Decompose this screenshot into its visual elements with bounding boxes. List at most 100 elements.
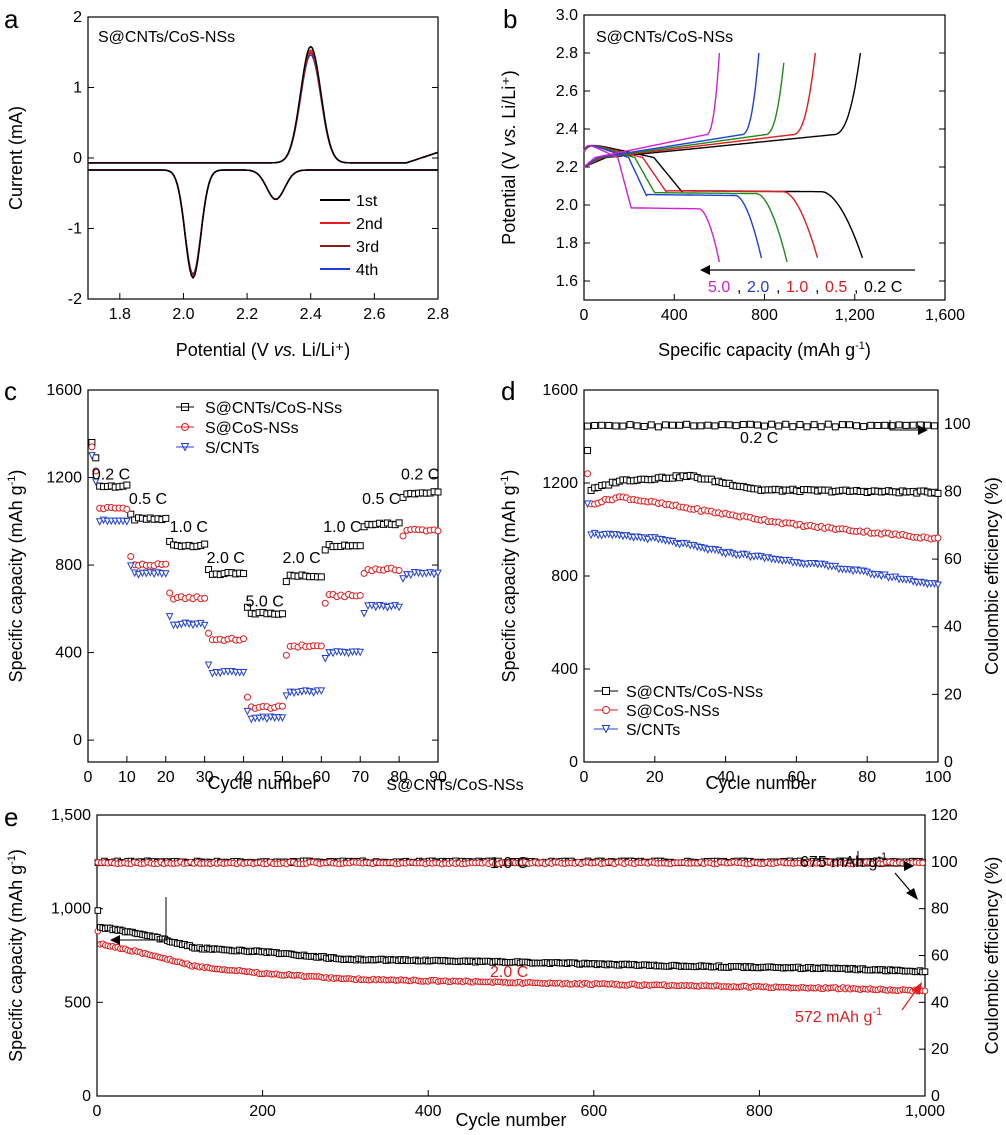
data-point xyxy=(173,621,182,630)
data-point xyxy=(278,714,287,722)
data-point xyxy=(732,422,740,430)
y2-tick-label: 20 xyxy=(944,686,962,703)
x-tick-label: 60 xyxy=(312,769,330,786)
x-tick-label: 0 xyxy=(580,769,589,786)
data-point xyxy=(704,421,712,429)
data-point xyxy=(399,575,407,583)
data-point xyxy=(619,422,627,430)
data-point xyxy=(860,423,868,431)
data-point xyxy=(317,687,326,696)
data-point xyxy=(934,489,942,497)
x-tick-label: 20 xyxy=(157,769,175,786)
plot-frame xyxy=(87,16,439,300)
data-point xyxy=(587,531,595,540)
y2-tick-label: 0 xyxy=(944,754,953,771)
x-tick-label: 30 xyxy=(196,769,214,786)
data-point xyxy=(356,648,365,657)
data-point xyxy=(255,714,263,723)
y-tick-label: 1,500 xyxy=(51,807,91,824)
data-point xyxy=(711,422,719,430)
discharge-curve xyxy=(583,144,763,259)
data-point xyxy=(165,613,174,621)
data-point xyxy=(88,452,96,460)
x-tick-label: 200 xyxy=(249,1103,276,1120)
x-tick-label: 2.8 xyxy=(427,306,449,323)
data-point xyxy=(902,421,910,429)
data-point xyxy=(309,689,318,697)
rate-legend-separator: , xyxy=(737,279,741,296)
data-point xyxy=(881,421,889,429)
y2-tick-label: 0 xyxy=(931,1088,940,1105)
axis-arrow-head-left xyxy=(110,935,120,945)
data-point xyxy=(282,692,291,701)
y-axis-title: Current (mA) xyxy=(6,106,26,210)
data-point xyxy=(317,573,325,581)
y-tick-label: 0 xyxy=(82,1088,91,1105)
data-point xyxy=(434,488,442,496)
x-tick-label: 80 xyxy=(390,769,408,786)
data-point xyxy=(782,420,790,428)
data-point xyxy=(697,422,705,430)
pointer-head-2c xyxy=(912,982,922,995)
x-tick-label: 90 xyxy=(429,769,447,786)
y-tick-label: 1200 xyxy=(46,470,82,487)
rate-annotation-2c: 2.0 C xyxy=(490,964,528,981)
data-point xyxy=(601,725,611,734)
data-point xyxy=(934,581,942,590)
x-tick-label: 600 xyxy=(580,1103,607,1120)
y-axis-title: Specific capacity (mAh g-1) xyxy=(6,849,26,1062)
data-point xyxy=(360,610,368,618)
y-tick-label: 1 xyxy=(73,80,82,97)
x-tick-label: 40 xyxy=(235,769,253,786)
data-point xyxy=(919,859,926,867)
axis-arrow-head-right xyxy=(904,861,914,871)
data-point xyxy=(846,421,853,429)
data-point xyxy=(317,642,325,650)
y-tick-label: 2 xyxy=(73,9,82,26)
data-point xyxy=(329,649,337,658)
data-point xyxy=(278,702,286,710)
rate-legend-value: 1.0 xyxy=(786,279,808,296)
data-point xyxy=(584,422,592,430)
y2-tick-label: 60 xyxy=(944,551,962,568)
rate-label: 2.0 C xyxy=(282,550,320,567)
x-tick-label: 2.2 xyxy=(236,306,258,323)
data-point xyxy=(371,603,380,612)
data-point xyxy=(921,987,929,995)
rate-label: 0.5 C xyxy=(129,491,167,508)
rate-label: 2.0 C xyxy=(207,550,245,567)
cv-curve-cathodic xyxy=(88,169,438,280)
x-tick-label: 100 xyxy=(925,769,952,786)
panel-letter-a: a xyxy=(4,4,19,34)
panel-e: 0 200 400 600 800 1,00005001,0001,50002040608… xyxy=(4,777,1002,1130)
x-tick-label: 0 xyxy=(84,769,93,786)
rate-legend-value: 0.5 xyxy=(825,279,847,296)
data-point xyxy=(598,421,606,429)
y-axis-title: Specific capacity (mAh g-1) xyxy=(6,470,26,683)
y2-tick-label: 100 xyxy=(931,854,958,871)
data-point xyxy=(584,470,592,478)
y-tick-label: 800 xyxy=(551,568,578,585)
y-tick-label: 1,000 xyxy=(51,901,91,918)
panel-a: 1.8 2.0 2.2 2.4 2.6 2.8 -2 -1 0 1 2 a S@CNTs/CoS-NSs… xyxy=(4,4,449,360)
y-tick-label: 400 xyxy=(55,645,82,662)
x-axis-title: Specific capacity (mAh g-1) xyxy=(658,340,871,360)
data-point xyxy=(344,649,353,658)
data-point xyxy=(934,534,942,542)
data-point xyxy=(395,603,403,612)
panel-letter-e: e xyxy=(4,802,18,832)
x-tick-label: 1.8 xyxy=(109,306,131,323)
charge-curve xyxy=(583,52,862,168)
x-tick-label: 50 xyxy=(274,769,292,786)
data-point xyxy=(909,421,917,429)
data-point xyxy=(201,594,209,602)
data-point xyxy=(654,423,662,431)
panel-letter-c: c xyxy=(4,376,17,406)
data-point xyxy=(321,599,329,607)
rate-label: 5.0 C xyxy=(246,594,284,611)
data-point xyxy=(162,560,170,568)
data-point xyxy=(127,510,135,518)
data-point xyxy=(584,446,592,454)
x-axis-title: Cycle number xyxy=(705,773,816,793)
y-tick-label: 1.6 xyxy=(556,273,578,290)
